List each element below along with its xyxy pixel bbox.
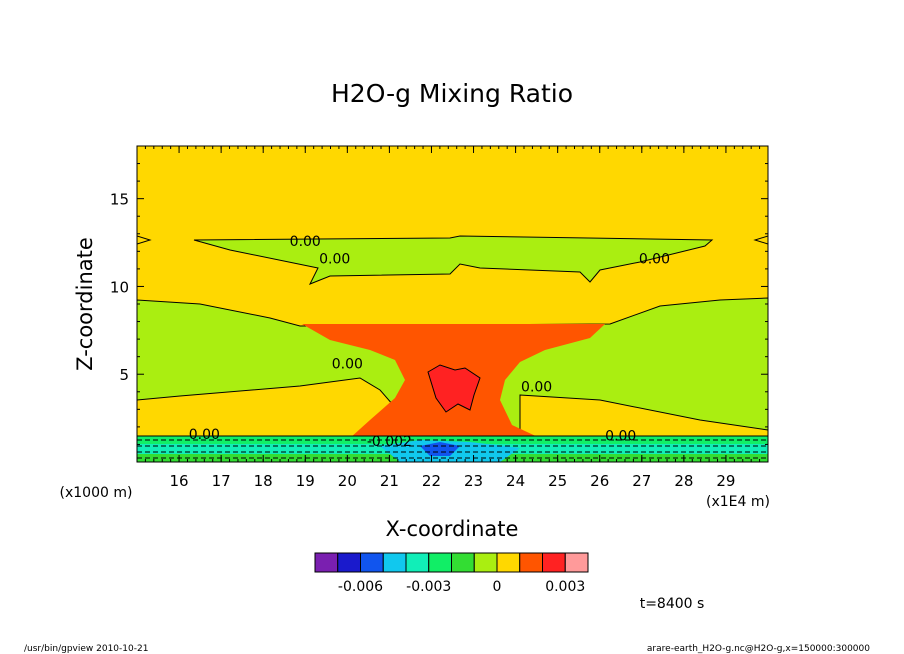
y-tick-label: 15	[110, 191, 129, 209]
contour-label: 0.00	[639, 251, 670, 267]
colorbar-tick-label: 0	[493, 579, 502, 595]
zero-contours	[137, 235, 768, 437]
contour-label: 0.00	[290, 234, 321, 250]
colorbar-swatch	[451, 552, 475, 573]
x-unit-label: (x1E4 m)	[706, 494, 770, 510]
x-tick-label: 19	[296, 472, 315, 490]
contour-label: 0.00	[605, 429, 636, 445]
x-tick-label: 27	[632, 472, 651, 490]
contour-label: 0.00	[319, 251, 350, 267]
x-tick-label: 18	[254, 472, 273, 490]
colorbar-swatch	[405, 552, 430, 573]
footer-right: arare-earth_H2O-g.nc@H2O-g,x=150000:3000…	[647, 644, 870, 654]
colorbar-tick-label: 0.003	[545, 579, 585, 595]
colorbar-swatch	[428, 552, 452, 573]
colorbar-swatch	[314, 552, 339, 573]
x-tick-label: 24	[506, 472, 525, 490]
colorbar-swatch	[382, 552, 407, 573]
x-tick-label: 23	[464, 472, 483, 490]
colorbar-swatch	[337, 552, 361, 573]
time-annotation: t=8400 s	[640, 596, 705, 612]
colorbar-swatch	[496, 552, 521, 573]
footer-left: /usr/bin/gpview 2010-10-21	[24, 644, 148, 654]
y-axis-label: Z-coordinate	[73, 237, 97, 371]
colorbar-tick-label: -0.003	[406, 579, 451, 595]
x-tick-label: 21	[380, 472, 399, 490]
x-tick-label: 20	[338, 472, 357, 490]
x-tick-label: 16	[170, 472, 189, 490]
colorbar-ticks: -0.006 -0.003 0 0.003	[338, 579, 585, 595]
band-green-upper	[193, 235, 714, 285]
x-tick-label: 29	[716, 472, 735, 490]
colorbar-swatch	[473, 552, 498, 573]
x-tick-label: 28	[674, 472, 693, 490]
contour-label: -0.002	[367, 434, 412, 450]
contour-label: 0.00	[521, 380, 552, 396]
contour-label: 0.00	[189, 427, 220, 443]
x-axis-label: X-coordinate	[386, 517, 519, 541]
colorbar-swatch	[360, 552, 384, 573]
x-tick-label: 25	[548, 472, 567, 490]
y-tick-label: 5	[119, 366, 129, 384]
x-tick-label: 17	[212, 472, 231, 490]
contour-label: 0.00	[332, 357, 363, 373]
colorbar-tick-label: -0.006	[338, 579, 383, 595]
chart-title: H2O-g Mixing Ratio	[331, 79, 573, 108]
colorbar	[314, 552, 589, 573]
x-tick-label: 22	[422, 472, 441, 490]
x-tick-label: 26	[590, 472, 609, 490]
colorbar-swatch	[519, 552, 543, 573]
negative-contours	[137, 439, 768, 459]
colorbar-swatch	[564, 552, 589, 573]
y-unit-label: (x1000 m)	[60, 485, 133, 501]
y-tick-label: 10	[110, 278, 129, 296]
band-red	[427, 364, 481, 413]
colorbar-swatch	[542, 552, 566, 573]
